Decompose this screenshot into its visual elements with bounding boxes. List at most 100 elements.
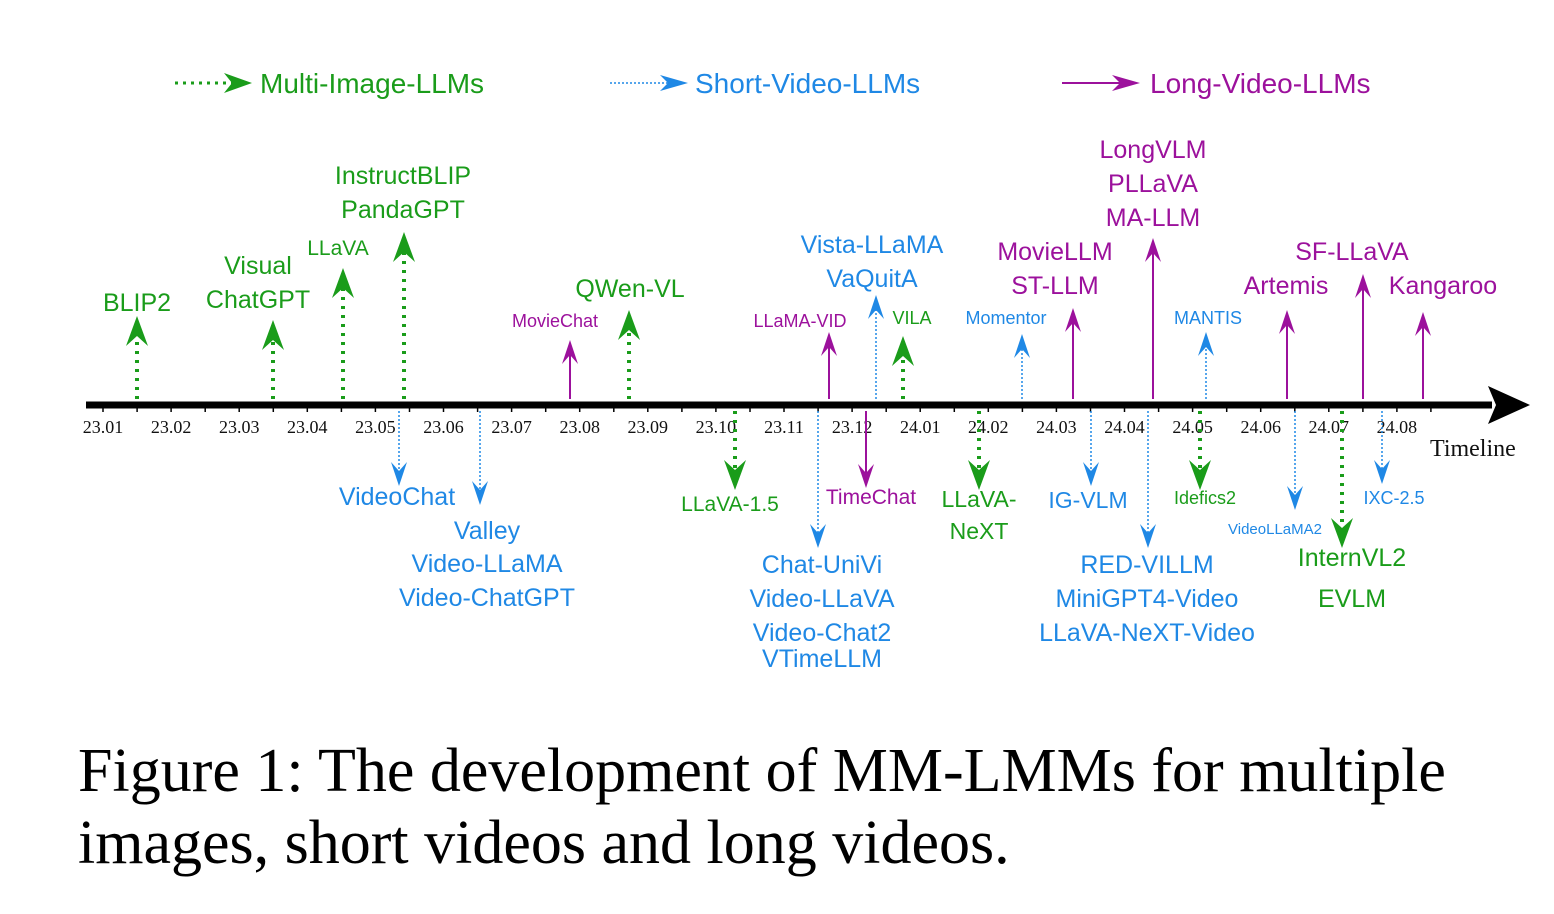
entry-arrow-icon <box>1415 312 1431 336</box>
entry-label: LLaVA <box>307 237 369 260</box>
entry-label: RED-VILLM <box>1080 551 1213 579</box>
entry-label: Kangaroo <box>1389 272 1497 300</box>
entry-label: Video-ChatGPT <box>399 584 575 612</box>
tick-label: 23.10 <box>696 417 737 437</box>
tick-label: 24.02 <box>968 417 1009 437</box>
entry-label: LLaVA-NeXT-Video <box>1039 619 1255 647</box>
legend-arrow-icon <box>1112 75 1140 91</box>
entry-label: Visual <box>224 252 292 280</box>
tick-label: 23.12 <box>832 417 873 437</box>
entry-label: VaQuitA <box>826 265 918 293</box>
entry-label: Chat-UniVi <box>762 551 882 579</box>
entry-label: Idefics2 <box>1174 488 1236 508</box>
entry-arrow-icon <box>1331 518 1353 548</box>
entry-label: LongVLM <box>1099 136 1206 164</box>
tick-label: 23.06 <box>423 417 464 437</box>
entry-arrow-icon <box>1014 334 1030 358</box>
entry-arrow-icon <box>858 464 874 488</box>
entry-llava-next: LLaVA- NeXT <box>941 411 1017 544</box>
entry-timechat: TimeChat <box>826 411 916 509</box>
entry-label: Video-Chat2 <box>753 619 892 647</box>
legend-item-short-video: Short-Video-LLMs <box>610 68 920 99</box>
entry-arrow-icon <box>1140 524 1156 548</box>
legend-item-multi-image: Multi-Image-LLMs <box>175 68 484 99</box>
entry-label: BLIP2 <box>103 289 171 317</box>
timeline-axis: 23.01 23.02 23.03 23.04 23.05 23.06 23.07 23.08… <box>83 386 1530 462</box>
entry-valley-video-llama-video-chatgpt: Valley Video-LLaMA Video-ChatGPT <box>399 411 575 612</box>
entry-blip2: BLIP2 <box>103 289 171 399</box>
entry-arrow-icon <box>821 332 837 356</box>
entry-instructblip-pandagpt: InstructBLIP PandaGPT <box>335 162 471 399</box>
legend-label: Long-Video-LLMs <box>1150 68 1371 99</box>
entry-arrow-icon <box>810 524 826 548</box>
tick-label: 23.04 <box>287 417 328 437</box>
entry-videochat: VideoChat <box>339 411 455 511</box>
entry-label: MovieLLM <box>997 238 1112 266</box>
entry-longvlm-pllava-ma-llm: LongVLM PLLaVA MA-LLM <box>1099 136 1207 399</box>
entry-label: InstructBLIP <box>335 162 471 190</box>
tick-label: 24.05 <box>1172 417 1213 437</box>
legend-label: Multi-Image-LLMs <box>260 68 484 99</box>
legend-item-long-video: Long-Video-LLMs <box>1062 68 1371 99</box>
entry-arrow-icon <box>1287 486 1303 510</box>
legend-label: Short-Video-LLMs <box>695 68 920 99</box>
entry-arrow-icon <box>868 295 884 319</box>
tick-label: 24.06 <box>1240 417 1281 437</box>
figure-caption: Figure 1: The development of MM-LMMs for… <box>78 737 1446 877</box>
entry-label: ST-LLM <box>1011 272 1099 300</box>
entry-label: PandaGPT <box>341 196 465 224</box>
tick-label: 24.03 <box>1036 417 1077 437</box>
entry-vista-llama-vaquita: Vista-LLaMA VaQuitA <box>801 231 944 399</box>
entry-label: LLaVA-1.5 <box>681 493 779 516</box>
legend-arrow-icon <box>224 73 252 93</box>
entry-label: Momentor <box>965 308 1046 328</box>
tick-label: 24.08 <box>1377 417 1418 437</box>
entry-mantis: MANTIS <box>1174 308 1242 399</box>
entry-label: MANTIS <box>1174 308 1242 328</box>
entry-momentor: Momentor <box>965 308 1047 399</box>
entry-arrow-icon <box>1374 460 1390 484</box>
entry-llama-vid: LLaMA-VID <box>753 311 847 399</box>
entry-label: PLLaVA <box>1108 170 1198 198</box>
entry-arrow-icon <box>618 310 640 340</box>
entry-label: LLaVA- <box>941 486 1016 512</box>
entry-moviechat: MovieChat <box>512 311 598 399</box>
entry-arrow-icon <box>1145 238 1161 262</box>
entry-llava: LLaVA <box>307 237 369 399</box>
entry-arrow-icon <box>892 336 914 366</box>
entry-arrow-icon <box>1189 460 1211 490</box>
entry-label: VideoChat <box>339 483 455 511</box>
entry-label: SF-LLaVA <box>1295 238 1409 266</box>
entry-label: InternVL2 <box>1298 544 1406 572</box>
entry-label: Artemis <box>1244 272 1329 300</box>
entry-label: MiniGPT4-Video <box>1056 585 1239 613</box>
entry-ixc-2-5: IXC-2.5 <box>1363 411 1425 508</box>
timeline-diagram: Multi-Image-LLMs Short-Video-LLMs Long-Vid… <box>83 68 1530 673</box>
entry-label: QWen-VL <box>575 275 684 303</box>
entry-arrow-icon <box>472 481 488 505</box>
entry-label: EVLM <box>1318 585 1386 613</box>
entry-label: TimeChat <box>826 486 916 509</box>
entry-label: IXC-2.5 <box>1363 488 1424 508</box>
entry-label: Vista-LLaMA <box>801 231 944 259</box>
tick-label: 23.01 <box>83 417 124 437</box>
entry-label: Video-LLaVA <box>749 585 894 613</box>
entry-arrow-icon <box>332 268 354 298</box>
entry-visual-chatgpt: Visual ChatGPT <box>206 252 310 399</box>
entry-qwen-vl: QWen-VL <box>575 275 685 399</box>
entry-label: LLaMA-VID <box>753 311 846 331</box>
entry-moviellm-st-llm: MovieLLM ST-LLM <box>997 238 1113 399</box>
timeline-entries: BLIP2 Visual ChatGPT LLaVA InstructBLIP Panda… <box>103 136 1497 673</box>
entry-ig-vlm: IG-VLM <box>1048 411 1128 513</box>
entry-arrow-icon <box>724 460 746 490</box>
tick-label: 23.02 <box>151 417 192 437</box>
entry-artemis: Artemis <box>1244 272 1329 399</box>
entry-idefics2: Idefics2 <box>1174 411 1236 508</box>
entry-label: VTimeLLM <box>762 645 882 673</box>
tick-label: 23.11 <box>764 417 804 437</box>
tick-label: 24.01 <box>900 417 941 437</box>
entry-llava-1-5: LLaVA-1.5 <box>681 411 779 516</box>
entry-arrow-icon <box>262 320 284 350</box>
entry-arrow-icon <box>1198 332 1214 356</box>
entry-label: NeXT <box>950 518 1009 544</box>
